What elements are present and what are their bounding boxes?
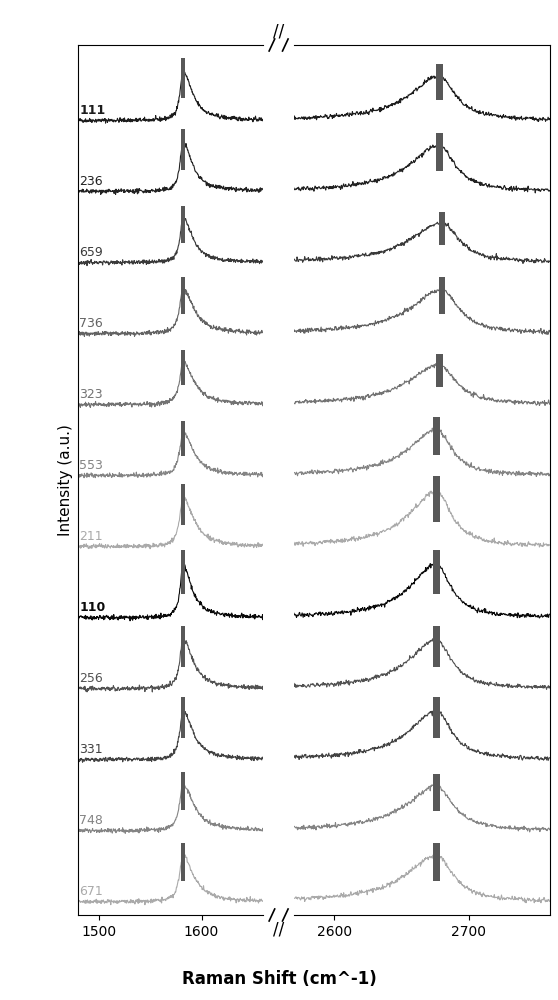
Text: Raman Shift (cm^-1): Raman Shift (cm^-1) bbox=[181, 970, 377, 988]
Text: 111: 111 bbox=[79, 104, 105, 117]
Text: 748: 748 bbox=[79, 814, 103, 827]
Bar bbox=[433, 697, 440, 738]
Text: 553: 553 bbox=[79, 459, 103, 472]
Text: //: // bbox=[273, 22, 284, 40]
Bar bbox=[439, 212, 445, 245]
Bar bbox=[436, 354, 442, 387]
Bar bbox=[181, 772, 185, 810]
Bar bbox=[181, 484, 185, 525]
Bar bbox=[433, 843, 440, 881]
Bar bbox=[181, 206, 185, 243]
Bar bbox=[181, 421, 185, 456]
Bar bbox=[181, 129, 185, 170]
Text: 323: 323 bbox=[79, 388, 103, 401]
Text: 736: 736 bbox=[79, 317, 103, 330]
Bar bbox=[433, 476, 440, 522]
Text: 256: 256 bbox=[79, 672, 103, 685]
Bar bbox=[433, 417, 440, 455]
Bar bbox=[181, 843, 185, 881]
Bar bbox=[433, 774, 440, 811]
Bar bbox=[181, 550, 185, 594]
Bar bbox=[436, 64, 442, 100]
Text: 331: 331 bbox=[79, 743, 103, 756]
Text: 110: 110 bbox=[79, 601, 105, 614]
Bar bbox=[181, 626, 185, 667]
Bar bbox=[181, 58, 185, 98]
Text: 671: 671 bbox=[79, 885, 103, 898]
Bar bbox=[439, 277, 445, 314]
Bar bbox=[181, 277, 185, 314]
Text: 211: 211 bbox=[79, 530, 103, 543]
Bar bbox=[436, 133, 442, 171]
Text: //: // bbox=[273, 920, 284, 938]
Bar bbox=[181, 697, 185, 738]
Bar bbox=[181, 350, 185, 385]
Bar bbox=[433, 626, 440, 667]
Text: 659: 659 bbox=[79, 246, 103, 259]
Text: 236: 236 bbox=[79, 175, 103, 188]
Y-axis label: Intensity (a.u.): Intensity (a.u.) bbox=[57, 424, 73, 536]
Bar bbox=[433, 550, 440, 594]
